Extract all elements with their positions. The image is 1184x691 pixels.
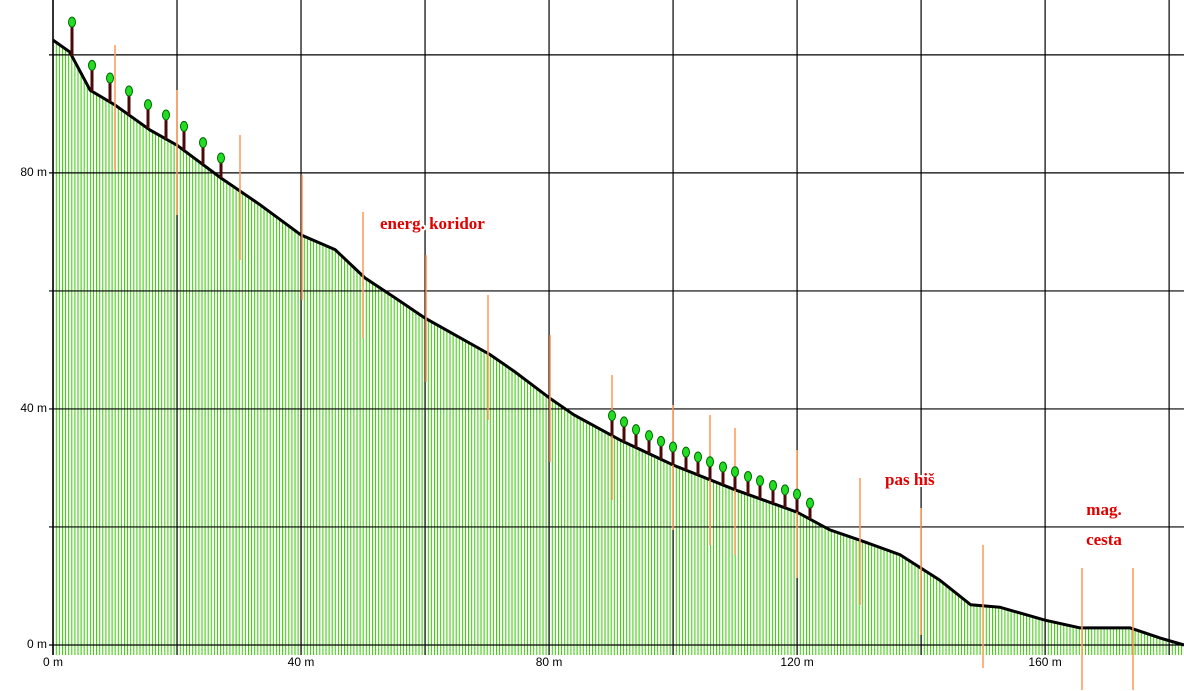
x-tick-label: 0 m — [43, 655, 63, 669]
tree-crown — [200, 138, 207, 148]
tree-crown — [646, 431, 653, 441]
tree-crown — [782, 485, 789, 495]
x-tick-label: 120 m — [780, 655, 813, 669]
y-tick-label: 80 m — [20, 165, 47, 179]
tree-crown — [770, 480, 777, 490]
tree-crown — [69, 17, 76, 27]
tree-crown — [621, 417, 628, 427]
tree-crown — [145, 100, 152, 110]
annotation: energ. koridor — [380, 214, 485, 233]
tree-crown — [181, 121, 188, 131]
tree-crown — [126, 86, 133, 96]
annotation: mag. — [1086, 500, 1121, 519]
x-tick-label: 160 m — [1028, 655, 1061, 669]
tree-crown — [658, 436, 665, 446]
x-tick-label: 40 m — [288, 655, 315, 669]
terrain — [49, 0, 1184, 655]
page: {"chart_data": { "type": "area", "x": [0… — [0, 0, 1184, 691]
y-tick-label: 0 m — [27, 637, 47, 651]
tree-crown — [163, 110, 170, 120]
tree-crown — [720, 462, 727, 472]
tree-crown — [695, 452, 702, 462]
annotation: cesta — [1086, 530, 1122, 549]
tree-crown — [707, 457, 714, 467]
tree-crown — [745, 471, 752, 481]
tree-crown — [757, 476, 764, 486]
y-tick-label: 40 m — [20, 401, 47, 415]
tree-crown — [218, 153, 225, 163]
tree-crown — [683, 447, 690, 457]
terrain-area — [53, 40, 1184, 655]
x-tick-label: 80 m — [536, 655, 563, 669]
tree-crown — [794, 489, 801, 499]
annotation: pas hiš — [885, 470, 935, 489]
tree-crown — [633, 425, 640, 435]
tree-crown — [89, 60, 96, 70]
chart: 0 m 40 m 80 m 120 m 160 m 0 m 40 m 80 m energ. k… — [0, 0, 1184, 691]
tree-crown — [807, 498, 814, 508]
tree-crown — [609, 411, 616, 421]
tree-crown — [107, 73, 114, 83]
tree-crown — [670, 442, 677, 452]
tree-crown — [732, 467, 739, 477]
